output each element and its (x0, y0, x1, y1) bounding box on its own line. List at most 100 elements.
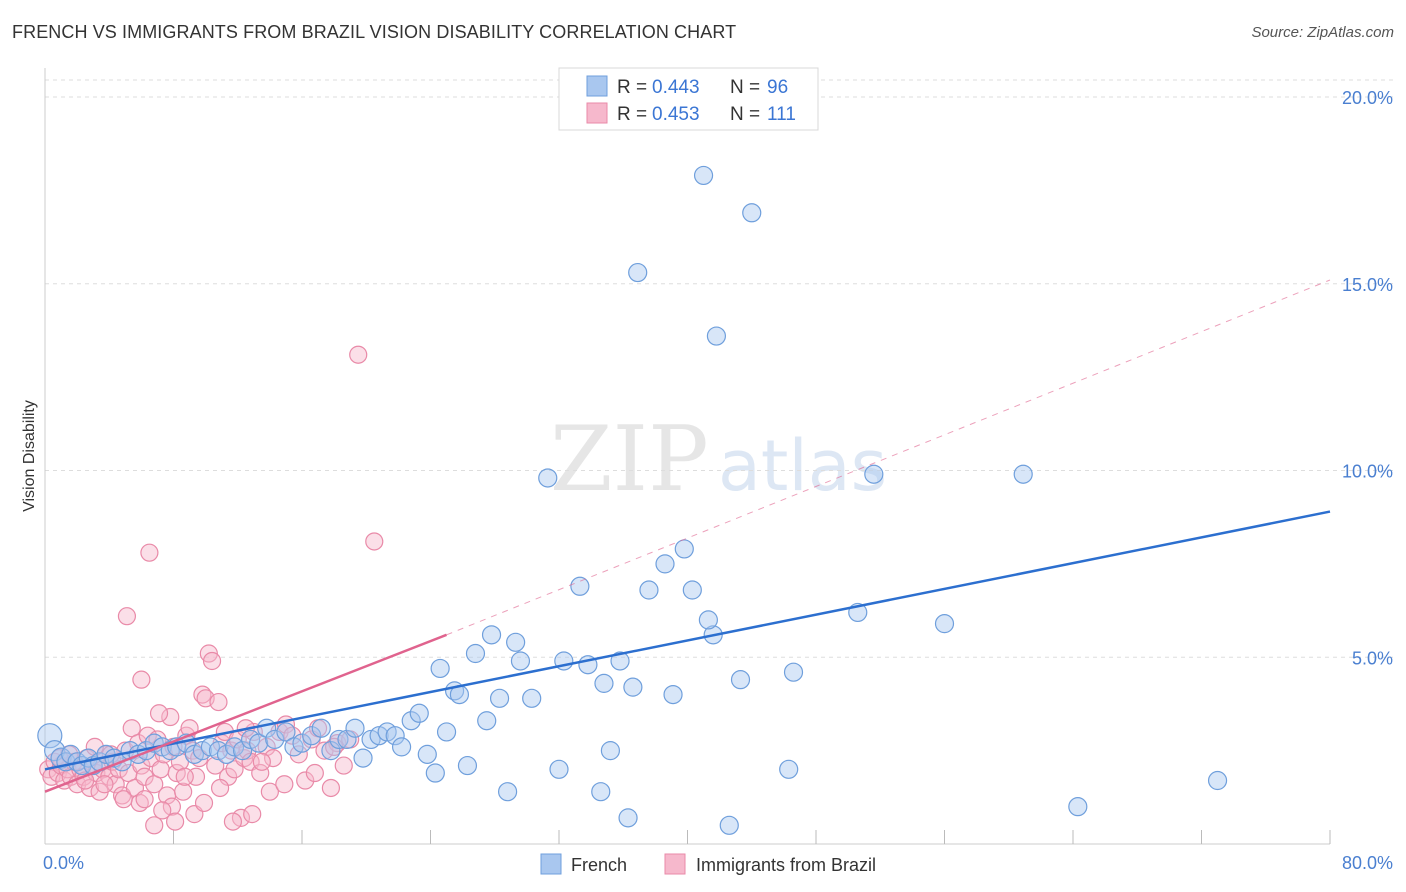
brazil-point-85 (149, 704, 169, 723)
brazil-point-104 (135, 790, 154, 809)
legend-n-label-french: N = (730, 77, 760, 98)
brazil-point-84 (132, 670, 151, 689)
brazil-point-91 (223, 812, 243, 831)
brazil-point-108 (275, 775, 294, 794)
french-point-60 (498, 782, 518, 802)
brazil-point-92 (162, 797, 181, 816)
source-label: Source: ZipAtlas.com (1251, 24, 1394, 41)
brazil-point-82 (140, 543, 159, 562)
brazil-point-80 (349, 345, 368, 364)
french-point-78 (674, 539, 694, 559)
brazil-point-76 (321, 778, 341, 798)
brazil-point-51 (202, 651, 222, 671)
brazil-point-29 (132, 756, 151, 775)
french-point-47 (401, 711, 421, 731)
brazil-point-94 (145, 816, 164, 835)
chart-title: FRENCH VS IMMIGRANTS FROM BRAZIL VISION … (12, 22, 737, 42)
legend-swatch-brazil (586, 102, 608, 124)
x-tick-label-0: 0.0% (43, 853, 84, 873)
watermark-zip: ZIP (550, 407, 709, 512)
french-point-36 (311, 718, 331, 738)
french-point-88 (783, 662, 804, 682)
french-point-59 (489, 688, 510, 708)
french-point-63 (522, 688, 542, 708)
legend-n-value-french: 96 (767, 77, 788, 98)
french-point-51 (430, 658, 450, 679)
french-point-76 (655, 554, 675, 574)
bottom-legend-swatch-french (540, 853, 562, 875)
brazil-point-110 (194, 793, 214, 813)
french-point-77 (663, 684, 683, 705)
french-point-61 (506, 632, 526, 652)
brazil-point-81 (365, 532, 384, 551)
french-point-80 (693, 165, 714, 186)
french-point-70 (594, 673, 614, 693)
brazil-point-88 (260, 782, 279, 801)
french-point-62 (510, 651, 531, 671)
brazil-point-109 (153, 801, 172, 820)
french-point-84 (719, 815, 739, 835)
brazil-point-42 (174, 782, 193, 801)
french-point-73 (618, 808, 638, 828)
brazil-point-102 (85, 737, 104, 756)
x-tick-label-1: 80.0% (1342, 853, 1393, 873)
french-point-0 (37, 723, 63, 749)
legend-swatch-french (586, 75, 608, 97)
brazil-point-106 (210, 778, 230, 798)
legend-r-value-french: 0.443 (652, 77, 700, 98)
bottom-legend-brazil: Immigrants from Brazil (696, 855, 876, 875)
french-point-83 (698, 610, 718, 630)
french-point-67 (570, 576, 590, 596)
french-point-92 (1013, 464, 1033, 484)
bottom-legend-swatch-brazil (664, 853, 686, 875)
french-point-56 (465, 643, 486, 664)
french-point-79 (682, 580, 702, 600)
trend-line-brazil-extension (446, 279, 1331, 636)
french-point-93 (1068, 797, 1088, 817)
bottom-legend: French Immigrants from Brazil (540, 853, 876, 875)
french-point-50 (425, 763, 445, 783)
french-point-25 (216, 744, 237, 764)
french-point-65 (549, 759, 569, 779)
watermark: ZIP atlas (550, 407, 887, 512)
y-tick-label-2: 15.0% (1342, 275, 1393, 295)
watermark-atlas: atlas (718, 425, 887, 507)
y-tick-label-0: 5.0% (1352, 648, 1393, 668)
french-point-52 (436, 722, 457, 742)
brazil-point-53 (209, 692, 228, 712)
french-point-75 (639, 580, 659, 600)
brazil-point-31 (138, 726, 157, 745)
brazil-point-35 (151, 760, 170, 779)
brazil-point-89 (305, 763, 324, 783)
y-tick-label-3: 20.0% (1342, 88, 1393, 108)
legend-n-label-brazil: N = (730, 104, 760, 125)
brazil-point-98 (95, 775, 114, 794)
french-point-55 (457, 755, 478, 776)
french-point-38 (329, 729, 349, 750)
french-point-49 (417, 744, 437, 764)
french-point-35 (302, 726, 322, 746)
french-point-32 (276, 722, 296, 742)
french-point-64 (538, 468, 558, 488)
legend-r-label-french: R = (617, 77, 647, 98)
legend-n-value-brazil: 111 (767, 104, 796, 125)
french-point-46 (391, 737, 412, 757)
french-point-57 (477, 711, 497, 731)
french-point-45 (385, 726, 405, 746)
french-point-34 (292, 733, 312, 753)
brazil-point-30 (135, 767, 154, 786)
french-point-40 (345, 718, 365, 738)
french-point-37 (321, 741, 341, 761)
french-point-48 (409, 703, 429, 723)
french-point-85 (730, 670, 751, 690)
brazil-point-72 (296, 771, 315, 790)
brazil-point-93 (166, 812, 185, 831)
french-point-71 (600, 741, 621, 761)
top-legend: R = 0.443 N = 96 R = 0.453 N = 111 (558, 67, 819, 131)
axes (44, 68, 1331, 845)
y-axis-title: Vision Disability (21, 400, 38, 512)
french-point-74 (623, 677, 643, 697)
french-point-39 (337, 729, 357, 750)
french-point-95 (628, 262, 648, 283)
